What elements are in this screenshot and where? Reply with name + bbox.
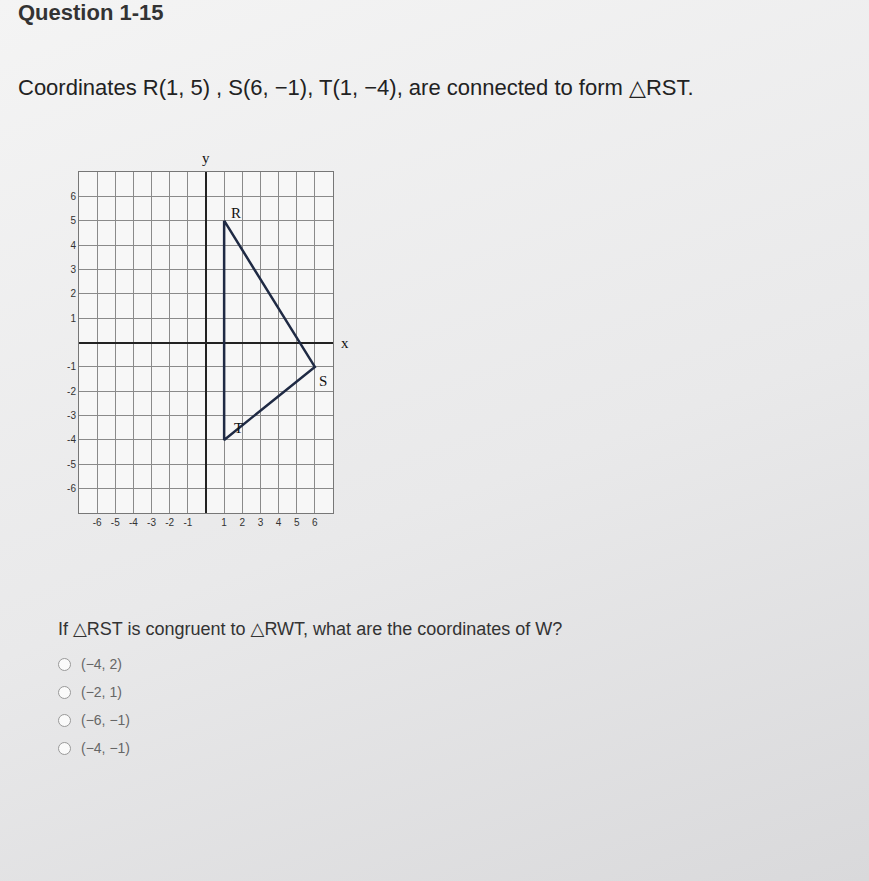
- html-text:If △RST is congruent to △RWT,: If △RST is congruent to △RWT, what are t…: [58, 619, 563, 639]
- svg-text:-3: -3: [147, 517, 156, 528]
- svg-text:-2: -2: [67, 386, 76, 397]
- svg-text:-6: -6: [93, 517, 102, 528]
- svg-text:y: y: [202, 150, 210, 166]
- svg-text:-1: -1: [183, 517, 192, 528]
- svg-text:2: 2: [70, 288, 76, 299]
- html-text:(−4, 2): (−4, 2): [81, 656, 122, 672]
- svg-text:1: 1: [70, 313, 76, 324]
- svg-text:-6: -6: [67, 483, 76, 494]
- html-text:(−6, −1): (−6, −1): [81, 712, 130, 728]
- svg-text:6: 6: [312, 517, 318, 528]
- svg-text:-1: -1: [67, 361, 76, 372]
- svg-text:R: R: [231, 205, 241, 221]
- svg-text:-3: -3: [67, 410, 76, 421]
- svg-text:-4: -4: [129, 517, 138, 528]
- svg-text:-5: -5: [67, 459, 76, 470]
- svg-text:x: x: [341, 335, 349, 351]
- svg-text:3: 3: [258, 517, 264, 528]
- svg-text:-4: -4: [67, 434, 76, 445]
- svg-text:3: 3: [70, 264, 76, 275]
- html-text:Question 1-15: Question 1-15: [18, 0, 164, 25]
- svg-text:-2: -2: [165, 517, 174, 528]
- html-text:Coordinates R(1, 5) , S(6, −1): Coordinates R(1, 5) , S(6, −1), T(1, −4)…: [18, 75, 694, 100]
- svg-text:5: 5: [70, 215, 76, 226]
- html-text:(−4, −1): (−4, −1): [81, 740, 130, 756]
- svg-text:4: 4: [276, 517, 282, 528]
- svg-text:4: 4: [70, 240, 76, 251]
- svg-text:1: 1: [221, 517, 227, 528]
- svg-text:S: S: [319, 373, 327, 389]
- svg-text:5: 5: [294, 517, 300, 528]
- svg-text:6: 6: [70, 191, 76, 202]
- svg-text:T: T: [234, 420, 243, 436]
- svg-text:2: 2: [240, 517, 246, 528]
- html-text:(−2, 1): (−2, 1): [81, 684, 122, 700]
- svg-text:-5: -5: [111, 517, 120, 528]
